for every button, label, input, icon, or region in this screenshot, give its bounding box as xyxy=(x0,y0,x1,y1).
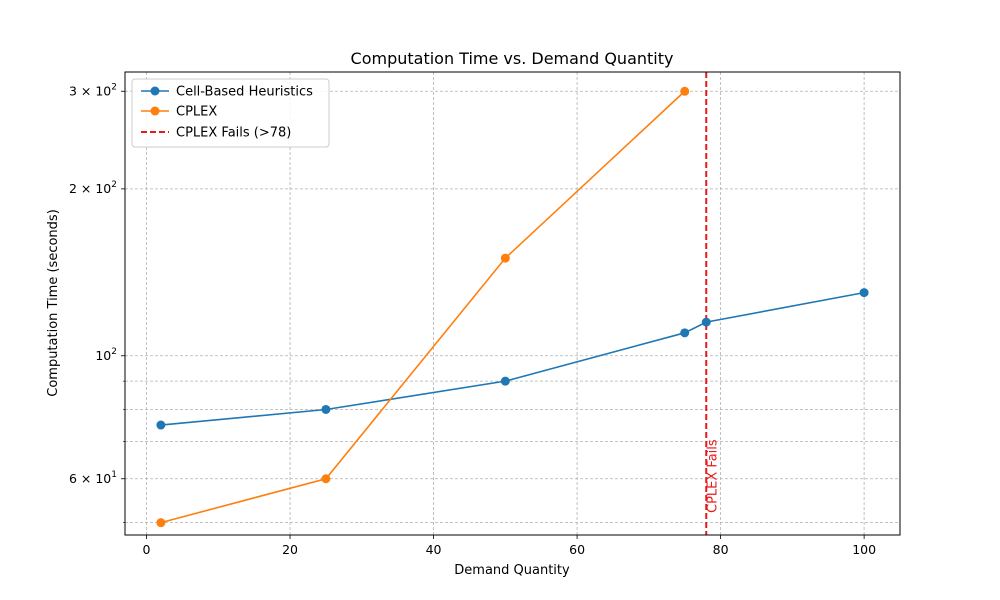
y-tick-label: 3 × 102 xyxy=(69,82,117,98)
data-point-series-1 xyxy=(156,518,166,528)
legend-label-cplex-fails: CPLEX Fails (>78) xyxy=(176,126,291,141)
cplex-fails-marker: CPLEX Fails xyxy=(705,72,720,535)
y-tick-label: 2 × 102 xyxy=(69,180,117,196)
legend-label-heuristics: Cell-Based Heuristics xyxy=(176,85,313,100)
x-axis-ticks: 0 20 40 60 80 100 xyxy=(143,535,876,557)
legend-marker-cplex xyxy=(150,106,160,116)
x-tick-label: 40 xyxy=(426,542,442,557)
data-point-series-1 xyxy=(680,86,690,96)
data-point-series-0 xyxy=(500,376,510,386)
series-line-0 xyxy=(160,291,865,426)
cplex-fails-annotation: CPLEX Fails xyxy=(705,439,720,513)
data-point-series-0 xyxy=(156,420,166,430)
grid-lines xyxy=(125,72,900,535)
y-axis-label: Computation Time (seconds) xyxy=(46,209,61,397)
data-point-series-1 xyxy=(321,474,331,484)
x-axis-label: Demand Quantity xyxy=(454,563,570,578)
data-point-series-1 xyxy=(500,253,510,263)
chart-title: Computation Time vs. Demand Quantity xyxy=(351,49,674,68)
x-tick-label: 0 xyxy=(143,542,151,557)
y-axis-ticks: 6 × 101 102 2 × 102 3 × 102 xyxy=(69,82,125,523)
data-point-series-0 xyxy=(321,404,331,414)
y-tick-label: 102 xyxy=(95,347,117,363)
x-tick-label: 80 xyxy=(713,542,729,557)
y-tick-label: 6 × 101 xyxy=(69,470,117,486)
data-point-series-0 xyxy=(701,317,711,327)
legend-marker-heuristics xyxy=(150,86,160,96)
legend-box xyxy=(131,78,330,148)
x-tick-label: 20 xyxy=(282,542,298,557)
x-tick-label: 60 xyxy=(569,542,585,557)
legend: Cell-Based Heuristics CPLEX CPLEX Fails … xyxy=(131,78,330,148)
legend-label-cplex: CPLEX xyxy=(176,105,217,120)
data-point-series-0 xyxy=(859,288,869,298)
series-group xyxy=(156,86,869,528)
data-point-series-0 xyxy=(680,328,690,338)
plot-frame xyxy=(124,71,901,536)
x-tick-label: 100 xyxy=(852,542,876,557)
series-line-1 xyxy=(160,90,686,524)
